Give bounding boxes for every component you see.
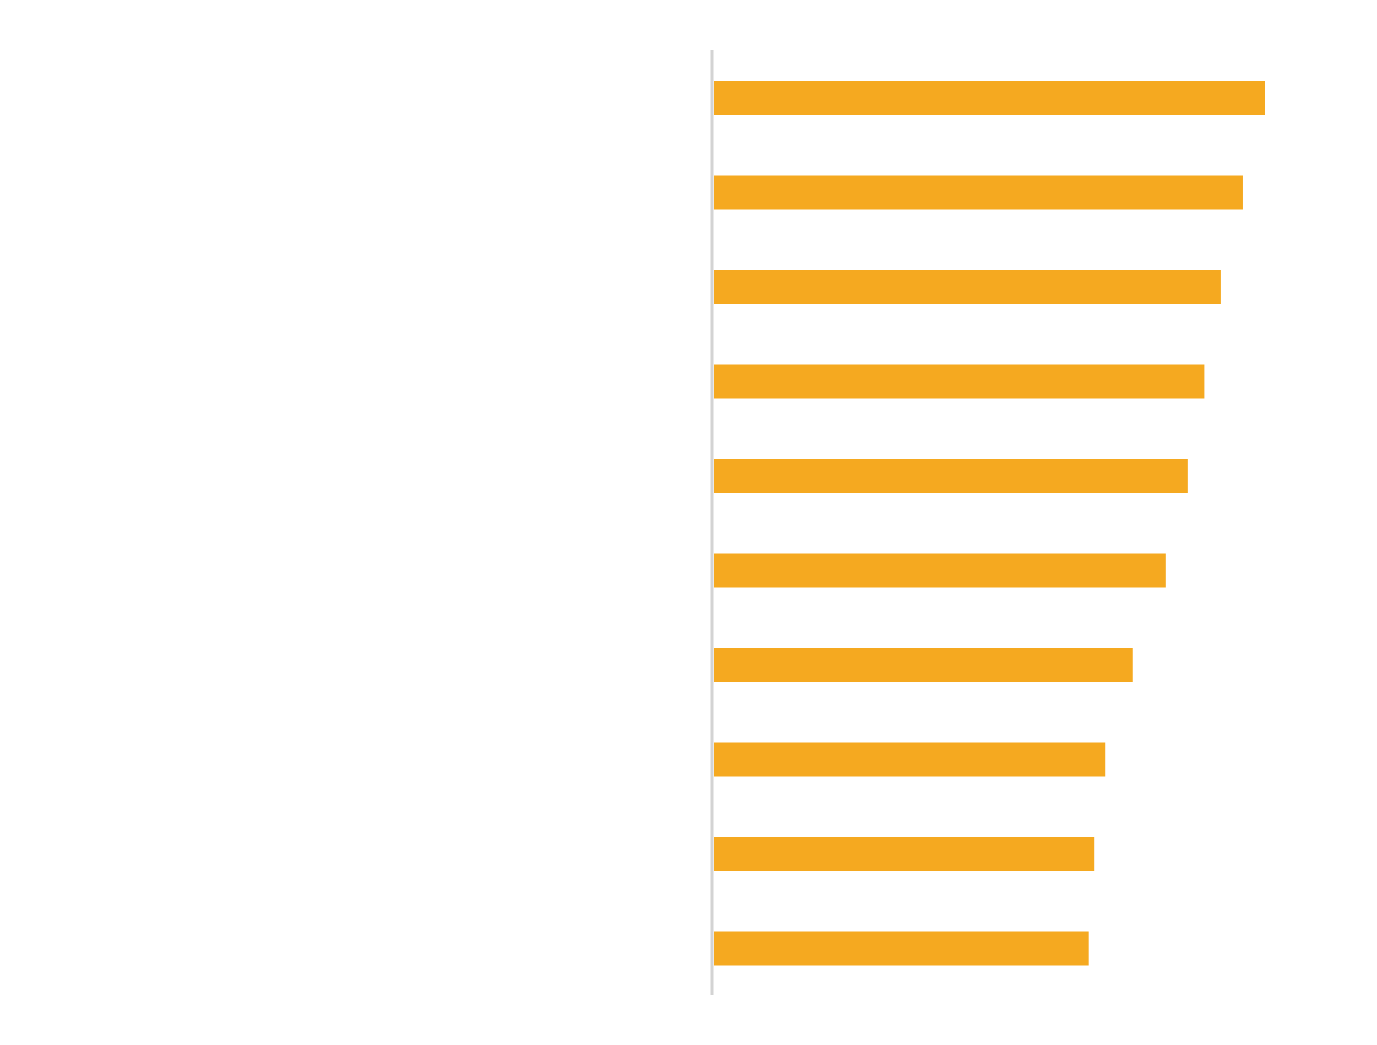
bar-4 — [714, 364, 1205, 399]
bar-9 — [714, 837, 1095, 871]
bar-1 — [714, 81, 1265, 115]
bars-layer — [714, 81, 1265, 966]
bar-6 — [714, 553, 1166, 588]
bar-3 — [714, 270, 1221, 304]
bar-2 — [714, 175, 1243, 210]
bar-8 — [714, 742, 1106, 777]
bar-10 — [714, 931, 1089, 966]
bar-5 — [714, 459, 1188, 493]
bar-7 — [714, 648, 1133, 682]
